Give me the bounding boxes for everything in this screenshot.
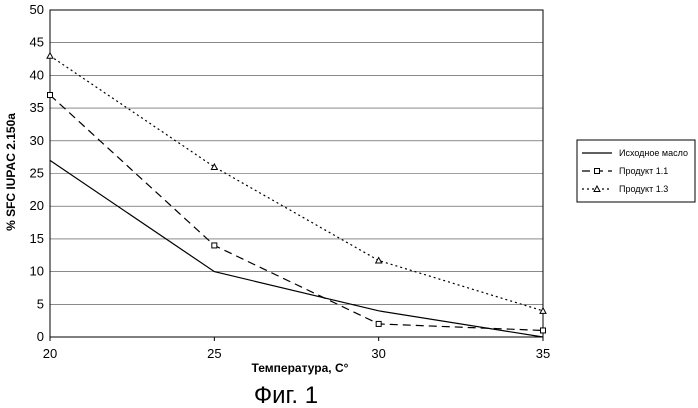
x-axis-label: Температура, С°: [252, 361, 349, 375]
series-line: [50, 95, 543, 330]
y-tick-label: 40: [30, 67, 44, 82]
x-tick-label: 30: [371, 346, 385, 361]
y-tick-label: 45: [30, 35, 44, 50]
y-tick-label: 30: [30, 133, 44, 148]
series-line: [50, 56, 543, 311]
data-point-square: [48, 93, 53, 98]
y-tick-label: 25: [30, 166, 44, 181]
data-point-square: [376, 321, 381, 326]
legend: Исходное масло Продукт 1.1 Продукт 1.3: [577, 140, 695, 202]
y-tick-label: 5: [37, 296, 44, 311]
data-point-square: [541, 328, 546, 333]
figure-caption: Фиг. 1: [254, 382, 318, 408]
series-3: [47, 53, 546, 314]
data-point-triangle: [211, 164, 217, 170]
data-point-square: [595, 169, 600, 174]
series-1: [50, 160, 543, 337]
y-axis-label: % SFC IUPAC 2.150a: [4, 113, 18, 231]
y-tick-label: 35: [30, 100, 44, 115]
legend-label: Продукт 1.3: [619, 184, 668, 194]
x-tick-label: 20: [43, 346, 57, 361]
data-point-triangle: [47, 53, 53, 59]
x-tick-label: 35: [536, 346, 550, 361]
data-point-square: [212, 243, 217, 248]
data-point-triangle: [540, 308, 546, 314]
x-tick-label: 25: [207, 346, 221, 361]
y-tick-label: 50: [30, 2, 44, 17]
legend-label: Продукт 1.1: [619, 166, 668, 176]
gridlines: [50, 43, 543, 305]
legend-label: Исходное масло: [619, 148, 688, 158]
x-tick-labels: 20 25 30 35: [43, 346, 550, 361]
y-tick-labels: 0 5 10 15 20 25 30 35 40 45 50: [30, 2, 44, 344]
y-tick-label: 20: [30, 198, 44, 213]
y-tick-label: 10: [30, 264, 44, 279]
data-point-triangle: [376, 257, 382, 263]
y-tick-label: 0: [37, 329, 44, 344]
y-tick-label: 15: [30, 231, 44, 246]
series-lines: [47, 53, 546, 337]
series-2: [48, 93, 546, 333]
series-line: [50, 160, 543, 337]
